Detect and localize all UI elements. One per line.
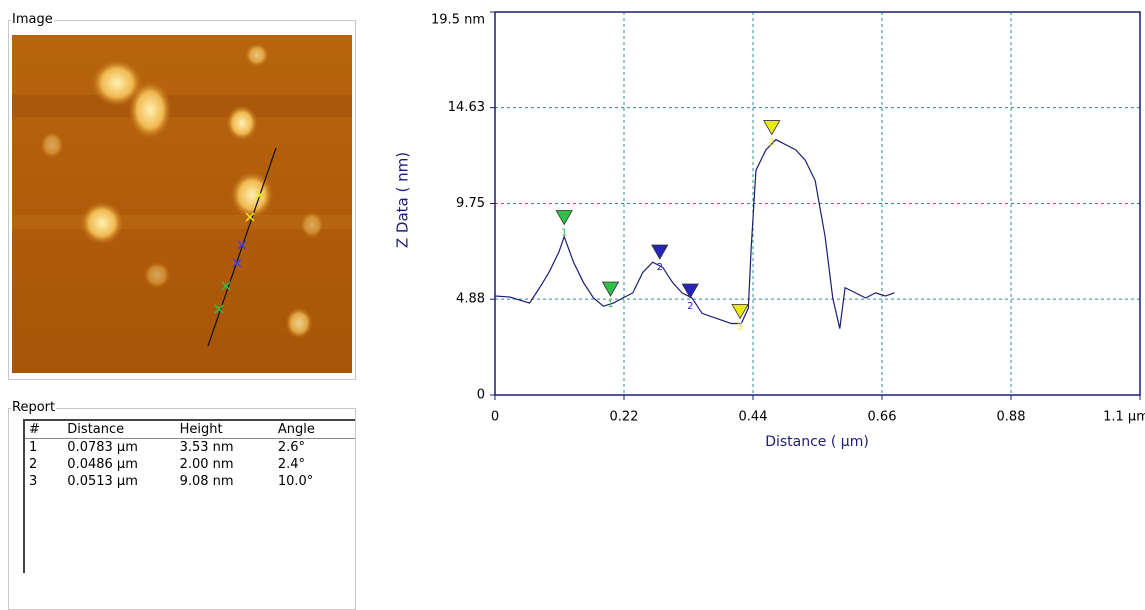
x-tick-label: 0.66 — [868, 410, 897, 425]
cursor-label: 2 — [657, 262, 663, 273]
report-cell: 2 — [29, 457, 38, 472]
report-cell: 0.0486 µm — [67, 457, 138, 472]
y-tick-label: 0 — [477, 388, 485, 403]
profile-chart: Z Data ( nm) Distance ( µm) 0 4.88 9.75 14.… — [394, 11, 1145, 450]
report-row: 1 0.0783 µm 3.53 nm 2.6° — [25, 439, 355, 457]
report-cell: 9.08 nm — [179, 474, 234, 489]
x-tick-label: 0.22 — [610, 410, 639, 425]
y-axis-label: Z Data ( nm) — [394, 152, 412, 248]
report-cell: 0.0783 µm — [67, 440, 138, 455]
cursor-label: 3 — [769, 138, 775, 149]
cursor-label: 3 — [737, 321, 743, 332]
column-header: Distance — [63, 421, 176, 439]
cursor-label: 2 — [687, 301, 693, 312]
cursor-marker — [651, 244, 669, 260]
x-tick-label: 0.88 — [997, 410, 1026, 425]
y-tick-label: 14.63 — [448, 100, 485, 115]
plot-frame — [494, 11, 1141, 396]
y-tick-label: 9.75 — [456, 196, 485, 211]
report-cell: 2.6° — [277, 440, 306, 455]
report-row: 3 0.0513 µm 9.08 nm 10.0° — [25, 473, 355, 490]
x-axis-label: Distance ( µm) — [765, 434, 869, 450]
report-cell: 2.00 nm — [179, 457, 234, 472]
image-group: Image — [8, 12, 356, 380]
cursor-marker — [681, 283, 699, 299]
report-cell: 2.4° — [277, 457, 306, 472]
report-table-box: # Distance Height Angle 1 0.0783 µm 3.53 nm 2.6… — [23, 419, 355, 573]
column-header: Height — [175, 421, 274, 439]
x-tick-label: 1.1 µm — [1103, 410, 1145, 425]
column-header: Angle — [273, 421, 355, 439]
header-row: # Distance Height Angle — [25, 421, 355, 439]
group-title: Report — [11, 400, 57, 415]
column-header: # — [25, 421, 64, 439]
cursor-marker — [555, 210, 573, 226]
x-tick-label: 0 — [491, 410, 499, 425]
cursor-marker — [763, 120, 781, 136]
report-cell: 1 — [29, 440, 38, 455]
report-cell: 0.0513 µm — [67, 474, 138, 489]
report-row: 2 0.0486 µm 2.00 nm 2.4° — [25, 456, 355, 473]
x-tick-label: 0.44 — [739, 410, 768, 425]
cursor-marker — [601, 281, 620, 297]
group-title: Image — [11, 12, 54, 27]
report-group: Report # Distance Height Angle 1 0.0783 µm 3.5… — [8, 400, 356, 610]
report-table: # Distance Height Angle 1 0.0783 µm 3.53 nm 2.6… — [25, 421, 355, 490]
report-cell: 10.0° — [277, 474, 314, 489]
profile-line — [494, 138, 895, 329]
y-tick-label: 19.5 nm — [431, 13, 485, 28]
cursor-label: 1 — [561, 228, 567, 239]
afm-image — [12, 35, 352, 373]
cursor-marker — [731, 304, 749, 320]
y-tick-label: 4.88 — [456, 292, 485, 307]
report-cell: 3.53 nm — [179, 440, 234, 455]
cursor-label: 1 — [607, 299, 613, 310]
report-cell: 3 — [29, 474, 38, 489]
